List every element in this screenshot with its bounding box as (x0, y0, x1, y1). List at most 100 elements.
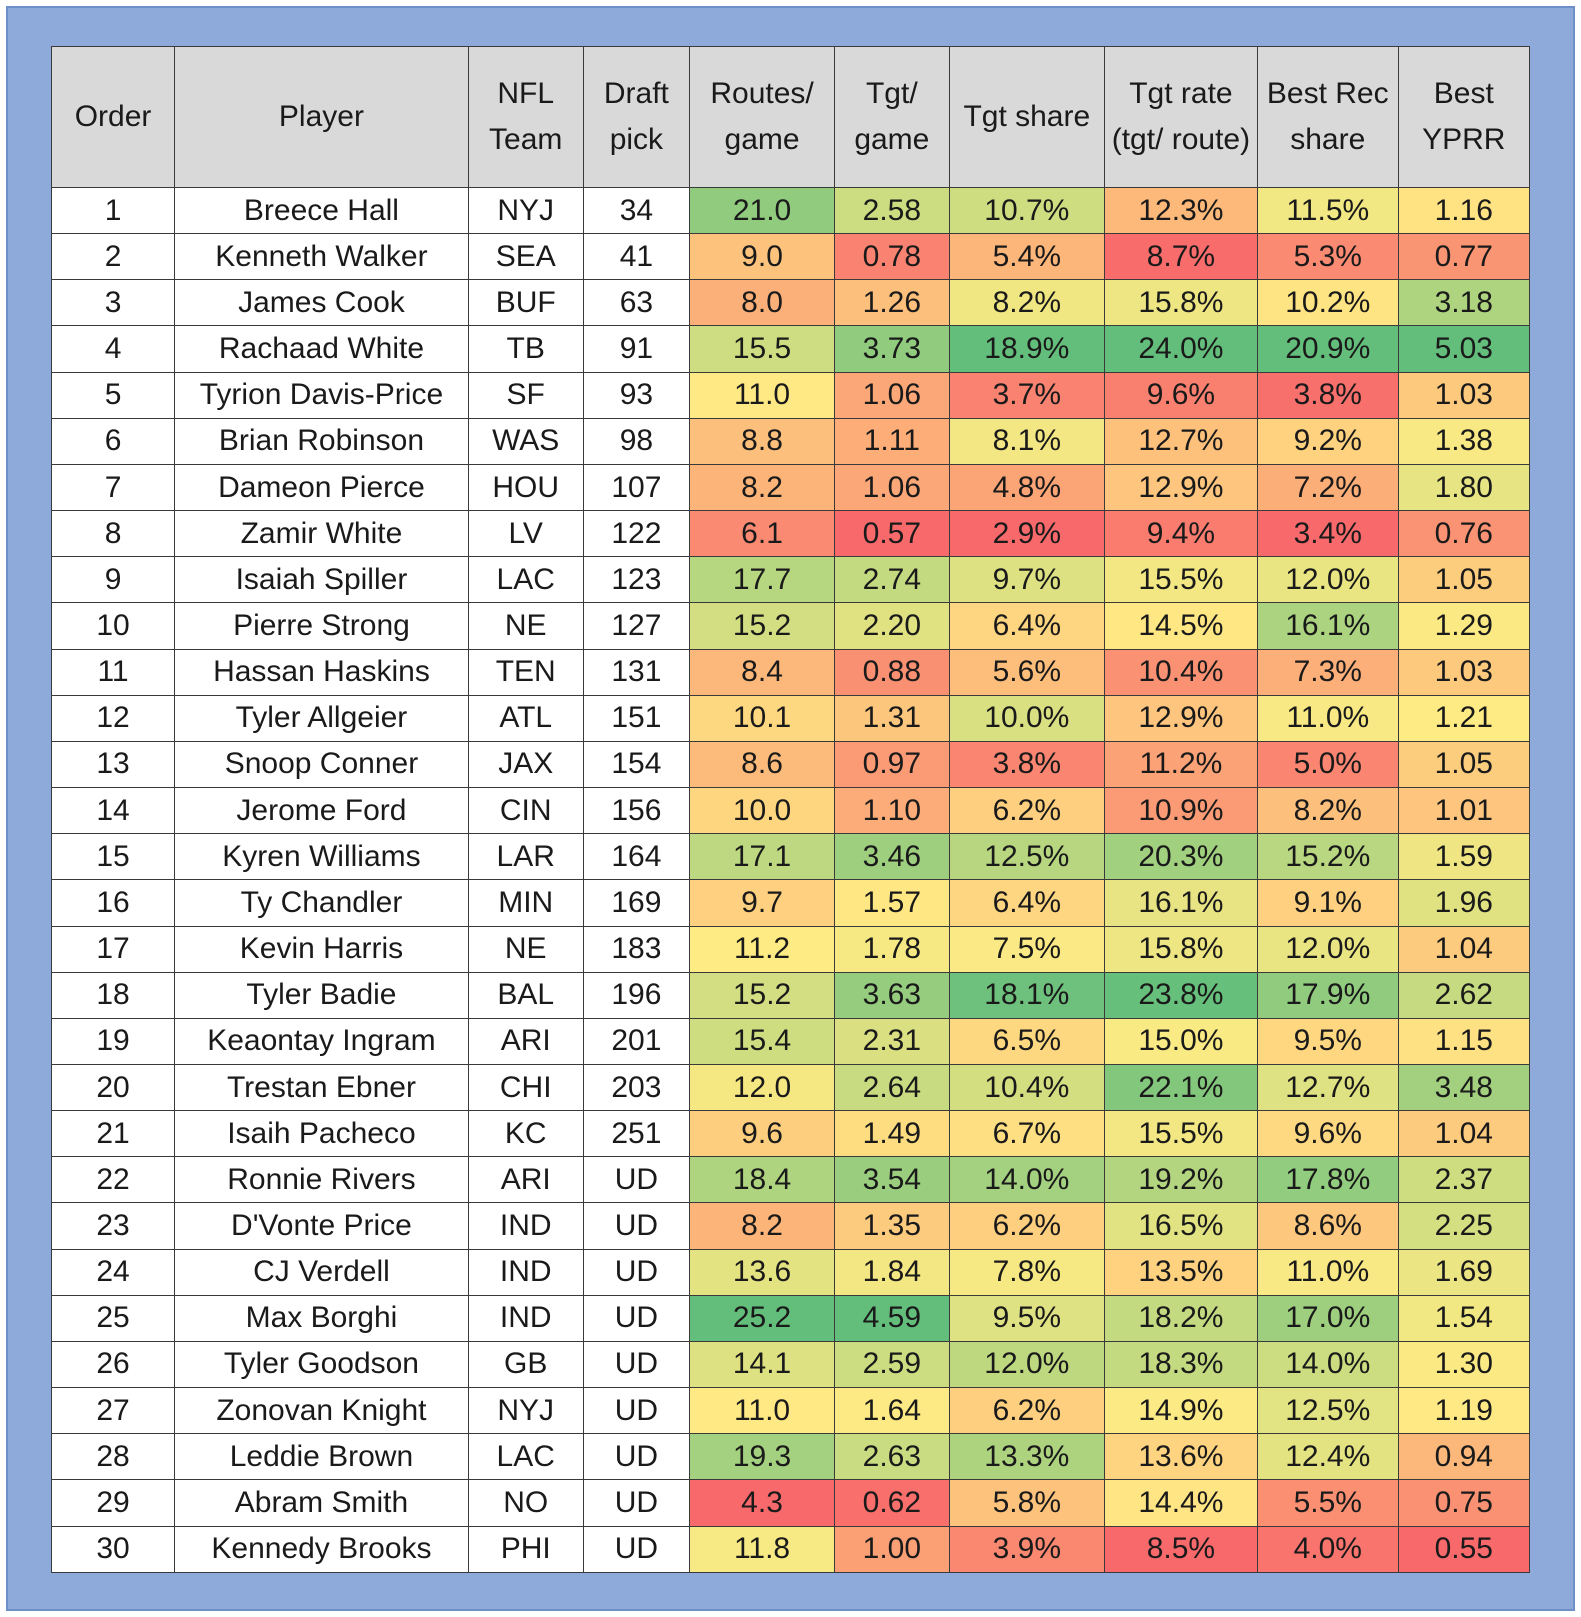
cell-player: Keaontay Ingram (174, 1017, 469, 1065)
cell-tgt-rate: 15.0% (1103, 1017, 1258, 1065)
cell-player: Kennedy Brooks (174, 1525, 469, 1574)
cell-order: 26 (50, 1340, 176, 1389)
cell-pick: 201 (582, 1017, 691, 1065)
cell-rec-share: 12.5% (1256, 1387, 1399, 1435)
cell-tgt-game: 3.54 (833, 1156, 950, 1204)
header-player[interactable]: Player (174, 46, 469, 188)
cell-tgt-share: 10.4% (948, 1063, 1105, 1112)
cell-yprr: 1.30 (1397, 1340, 1531, 1389)
cell-player: Tyrion Davis-Price (174, 371, 469, 419)
cell-pick: UD (582, 1525, 691, 1574)
cell-tgt-rate: 8.7% (1103, 233, 1258, 281)
header-best-yprr[interactable]: Best YPRR (1397, 46, 1531, 188)
cell-pick: 154 (582, 740, 691, 789)
cell-tgt-rate: 16.1% (1103, 879, 1258, 927)
cell-tgt-share: 6.4% (948, 602, 1105, 650)
cell-order: 9 (50, 556, 176, 604)
cell-team: BUF (467, 279, 584, 327)
cell-order: 8 (50, 510, 176, 558)
cell-tgt-share: 5.4% (948, 233, 1105, 281)
cell-order: 19 (50, 1017, 176, 1065)
cell-tgt-share: 10.0% (948, 694, 1105, 742)
cell-tgt-rate: 9.4% (1103, 510, 1258, 558)
cell-player: Kenneth Walker (174, 233, 469, 281)
cell-pick: UD (582, 1433, 691, 1481)
cell-rec-share: 3.4% (1256, 510, 1399, 558)
cell-routes: 10.1 (689, 694, 835, 742)
cell-pick: 34 (582, 186, 691, 235)
cell-pick: 107 (582, 463, 691, 512)
cell-team: ARI (467, 1017, 584, 1065)
table-row: 24 CJ Verdell IND UD 13.6 1.84 7.8% 13.5% 11.0% 1… (50, 1248, 1531, 1296)
cell-pick: 164 (582, 833, 691, 881)
header-targets-per-game[interactable]: Tgt/ game (833, 46, 950, 188)
cell-order: 17 (50, 925, 176, 973)
cell-rec-share: 7.2% (1256, 463, 1399, 512)
cell-player: Max Borghi (174, 1294, 469, 1342)
cell-tgt-game: 1.49 (833, 1110, 950, 1158)
table-header: Order Player NFL Team Draft pick Routes/… (50, 46, 1531, 188)
cell-rec-share: 17.8% (1256, 1156, 1399, 1204)
cell-tgt-game: 2.20 (833, 602, 950, 650)
cell-routes: 14.1 (689, 1340, 835, 1389)
table-row: 15 Kyren Williams LAR 164 17.1 3.46 12.5% 20.3%… (50, 833, 1531, 881)
header-target-rate[interactable]: Tgt rate (tgt/ route) (1103, 46, 1258, 188)
cell-tgt-game: 1.31 (833, 694, 950, 742)
cell-rec-share: 12.0% (1256, 556, 1399, 604)
cell-tgt-rate: 15.5% (1103, 1110, 1258, 1158)
cell-team: TB (467, 325, 584, 373)
cell-pick: 196 (582, 971, 691, 1019)
table-row: 20 Trestan Ebner CHI 203 12.0 2.64 10.4% 22.1% 1… (50, 1063, 1531, 1112)
cell-pick: UD (582, 1294, 691, 1342)
cell-tgt-rate: 23.8% (1103, 971, 1258, 1019)
cell-yprr: 3.48 (1397, 1063, 1531, 1112)
table-row: 16 Ty Chandler MIN 169 9.7 1.57 6.4% 16.1% 9.1% 1… (50, 879, 1531, 927)
cell-tgt-share: 12.0% (948, 1340, 1105, 1389)
table-row: 17 Kevin Harris NE 183 11.2 1.78 7.5% 15.8% 12.0… (50, 925, 1531, 973)
cell-player: Rachaad White (174, 325, 469, 373)
cell-player: Brian Robinson (174, 417, 469, 465)
cell-team: HOU (467, 463, 584, 512)
cell-order: 25 (50, 1294, 176, 1342)
cell-yprr: 2.25 (1397, 1202, 1531, 1250)
cell-tgt-rate: 20.3% (1103, 833, 1258, 881)
cell-tgt-game: 1.10 (833, 787, 950, 835)
cell-tgt-rate: 12.3% (1103, 186, 1258, 235)
cell-yprr: 1.05 (1397, 556, 1531, 604)
cell-rec-share: 5.5% (1256, 1479, 1399, 1527)
cell-tgt-share: 7.8% (948, 1248, 1105, 1296)
header-best-rec-share[interactable]: Best Rec share (1256, 46, 1399, 188)
cell-tgt-share: 4.8% (948, 463, 1105, 512)
cell-order: 13 (50, 740, 176, 789)
cell-team: ATL (467, 694, 584, 742)
cell-tgt-share: 6.2% (948, 1202, 1105, 1250)
cell-team: LAC (467, 556, 584, 604)
header-order[interactable]: Order (50, 46, 176, 188)
header-routes-per-game[interactable]: Routes/ game (689, 46, 835, 188)
cell-rec-share: 4.0% (1256, 1525, 1399, 1574)
cell-yprr: 1.15 (1397, 1017, 1531, 1065)
cell-order: 16 (50, 879, 176, 927)
cell-routes: 11.0 (689, 371, 835, 419)
header-nfl-team[interactable]: NFL Team (467, 46, 584, 188)
cell-rec-share: 12.7% (1256, 1063, 1399, 1112)
cell-tgt-rate: 12.9% (1103, 463, 1258, 512)
cell-pick: 98 (582, 417, 691, 465)
cell-tgt-share: 3.8% (948, 740, 1105, 789)
cell-yprr: 2.62 (1397, 971, 1531, 1019)
header-target-share[interactable]: Tgt share (948, 46, 1105, 188)
cell-tgt-game: 2.58 (833, 186, 950, 235)
cell-rec-share: 20.9% (1256, 325, 1399, 373)
cell-player: Ty Chandler (174, 879, 469, 927)
table-row: 7 Dameon Pierce HOU 107 8.2 1.06 4.8% 12.9% 7.2%… (50, 463, 1531, 512)
cell-tgt-game: 1.35 (833, 1202, 950, 1250)
cell-yprr: 3.18 (1397, 279, 1531, 327)
cell-yprr: 1.04 (1397, 925, 1531, 973)
cell-tgt-game: 0.78 (833, 233, 950, 281)
cell-tgt-share: 6.5% (948, 1017, 1105, 1065)
header-draft-pick[interactable]: Draft pick (582, 46, 691, 188)
cell-tgt-game: 2.63 (833, 1433, 950, 1481)
cell-pick: 127 (582, 602, 691, 650)
cell-tgt-share: 3.7% (948, 371, 1105, 419)
cell-team: IND (467, 1202, 584, 1250)
